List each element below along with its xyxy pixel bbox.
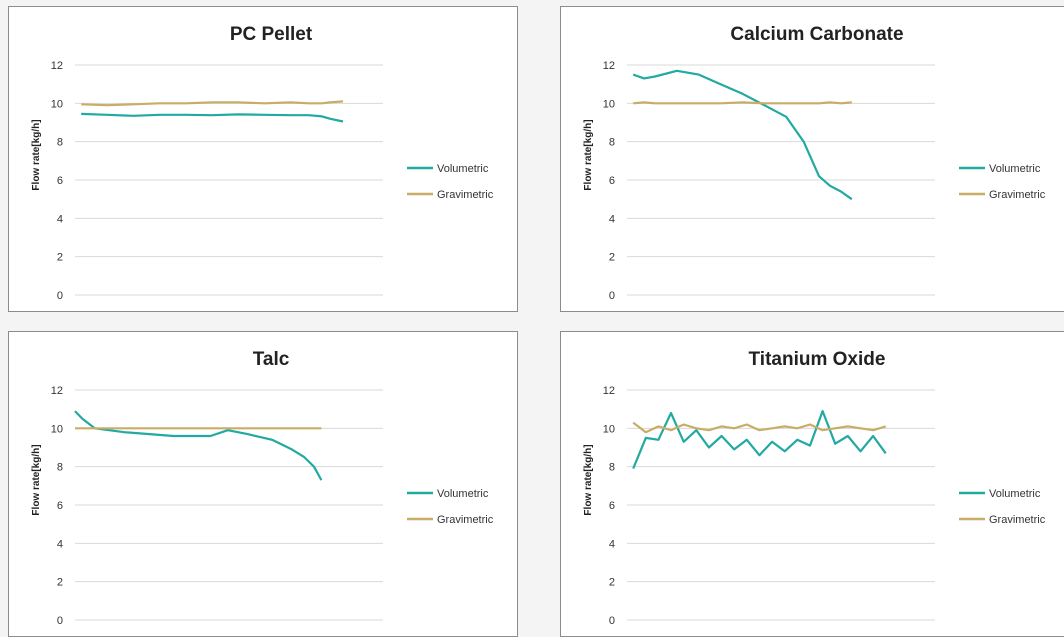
y-axis-label: Flow rate[kg/h] — [31, 119, 42, 190]
y-tick-label: 4 — [57, 213, 63, 225]
y-tick-label: 2 — [609, 252, 615, 264]
y-axis-label: Flow rate[kg/h] — [583, 119, 594, 190]
legend-label-volumetric: Volumetric — [989, 163, 1041, 175]
y-axis-label: Flow rate[kg/h] — [31, 444, 42, 515]
series-line-gravimetric — [632, 421, 887, 434]
legend-label-volumetric: Volumetric — [437, 488, 489, 500]
legend-label-gravimetric: Gravimetric — [989, 514, 1046, 526]
y-tick-label: 6 — [609, 175, 615, 187]
y-tick-label: 0 — [609, 615, 615, 627]
y-tick-label: 2 — [609, 577, 615, 589]
y-tick-label: 8 — [57, 462, 63, 474]
chart-svg: Calcium Carbonate Flow rate[kg/h] 0 2 4 6 8 1… — [583, 24, 1046, 302]
y-tick-label: 8 — [57, 137, 63, 149]
chart-panel-pc-pellet: PC Pellet Flow rate[kg/h] 0 2 4 6 8 10 12 Volu… — [8, 6, 518, 312]
y-tick-label: 0 — [57, 615, 63, 627]
y-tick-label: 12 — [51, 385, 63, 397]
y-tick-label: 2 — [57, 577, 63, 589]
y-tick-label: 4 — [609, 213, 615, 225]
y-tick-label: 12 — [603, 385, 615, 397]
chart-title: Titanium Oxide — [749, 349, 886, 370]
y-tick-label: 0 — [609, 290, 615, 302]
chart-panel-talc: Talc Flow rate[kg/h] 0 2 4 6 8 10 12 Volumetri… — [8, 331, 518, 637]
y-tick-label: 8 — [609, 462, 615, 474]
series-line-volumetric — [632, 69, 853, 201]
y-tick-label: 2 — [57, 252, 63, 264]
legend-label-gravimetric: Gravimetric — [437, 514, 494, 526]
y-tick-label: 4 — [57, 538, 63, 550]
series-line-gravimetric — [633, 101, 852, 105]
chart-title: Calcium Carbonate — [730, 24, 903, 45]
series-line-volumetric — [632, 409, 887, 470]
y-tick-label: 10 — [603, 98, 615, 110]
chart-svg: Titanium Oxide Flow rate[kg/h] 0 2 4 6 8 10 12… — [583, 349, 1046, 627]
y-tick-label: 4 — [609, 538, 615, 550]
series-line-volumetric — [74, 410, 323, 481]
legend-label-gravimetric: Gravimetric — [437, 189, 494, 201]
series-line-volumetric — [81, 112, 344, 123]
y-tick-label: 10 — [51, 98, 63, 110]
chart-title: Talc — [253, 349, 290, 370]
chart-title: PC Pellet — [230, 24, 313, 45]
chart-panel-calcium-carbonate: Calcium Carbonate Flow rate[kg/h] 0 2 4 6 8 1… — [560, 6, 1064, 312]
y-tick-label: 8 — [609, 137, 615, 149]
legend-label-gravimetric: Gravimetric — [989, 189, 1046, 201]
y-axis-label: Flow rate[kg/h] — [583, 444, 594, 515]
y-tick-label: 6 — [609, 500, 615, 512]
chart-panel-titanium-oxide: Titanium Oxide Flow rate[kg/h] 0 2 4 6 8 10 12… — [560, 331, 1064, 637]
y-tick-label: 10 — [603, 423, 615, 435]
series-line-gravimetric — [81, 100, 344, 107]
y-tick-label: 10 — [51, 423, 63, 435]
y-tick-label: 0 — [57, 290, 63, 302]
legend-label-volumetric: Volumetric — [437, 163, 489, 175]
chart-svg: Talc Flow rate[kg/h] 0 2 4 6 8 10 12 Volumetri… — [31, 349, 494, 627]
y-tick-label: 6 — [57, 500, 63, 512]
y-tick-label: 12 — [51, 60, 63, 72]
legend-label-volumetric: Volumetric — [989, 488, 1041, 500]
chart-svg: PC Pellet Flow rate[kg/h] 0 2 4 6 8 10 12 Volu… — [31, 24, 494, 302]
y-tick-label: 12 — [603, 60, 615, 72]
y-tick-label: 6 — [57, 175, 63, 187]
